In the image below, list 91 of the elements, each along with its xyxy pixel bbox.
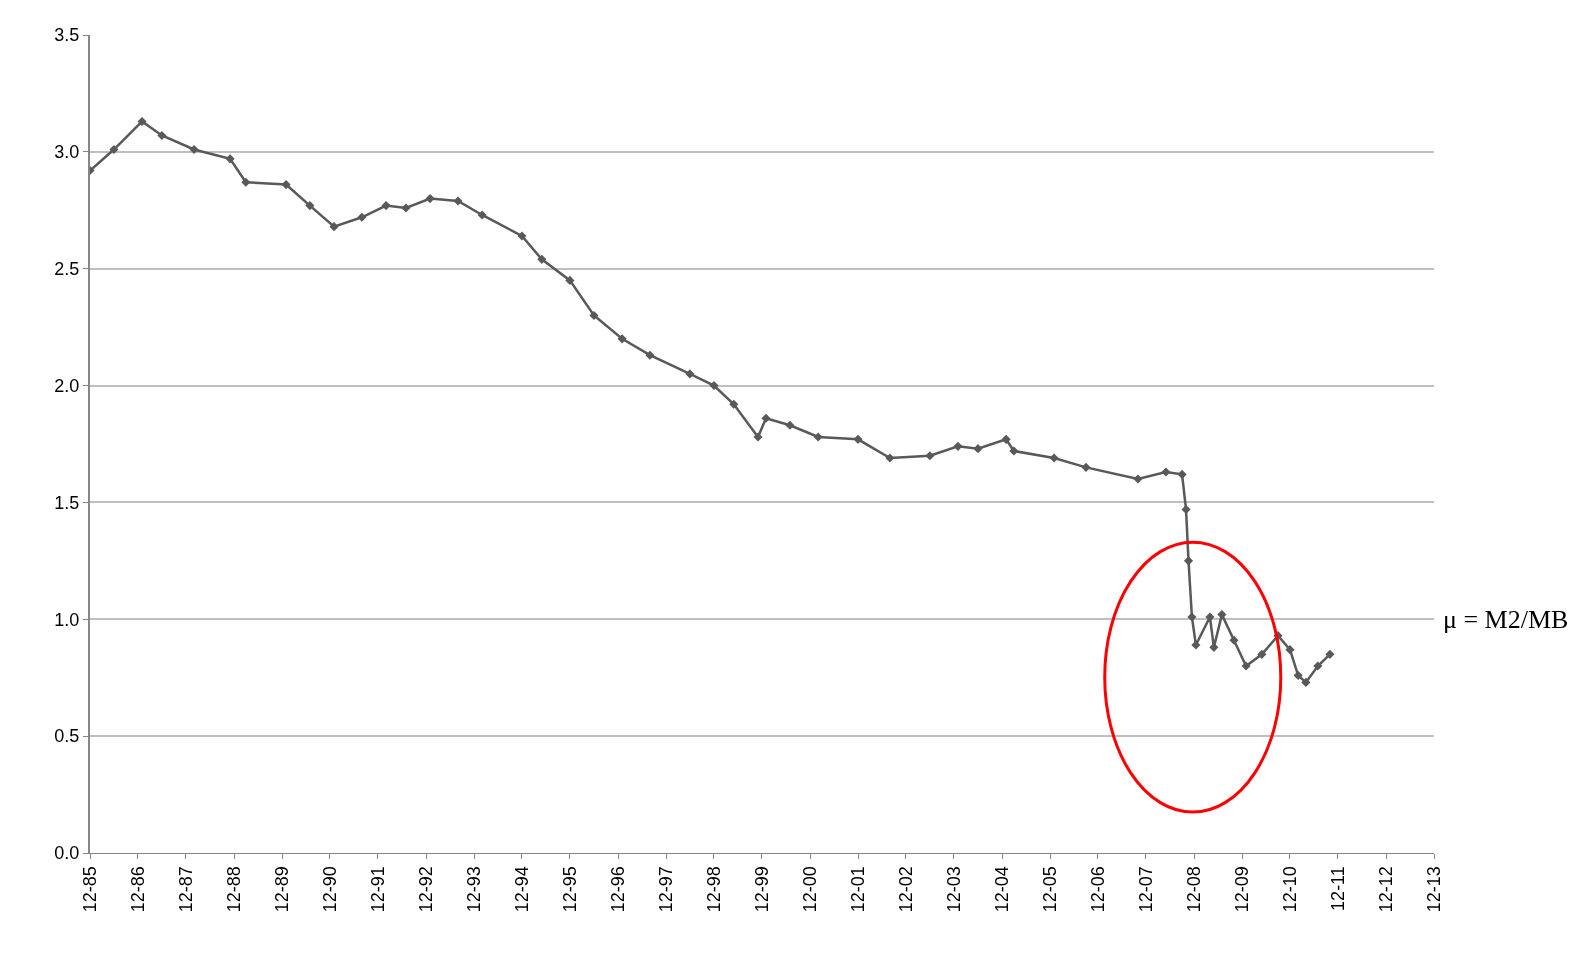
x-tick-label: 12-88 bbox=[223, 866, 244, 913]
point bbox=[305, 201, 315, 211]
y-tick-label: 2.0 bbox=[54, 375, 80, 396]
x-tick-label: 12-96 bbox=[607, 866, 628, 913]
x-tick-label: 12-85 bbox=[79, 866, 100, 913]
point bbox=[1257, 649, 1267, 659]
y-tick-label: 3.5 bbox=[54, 25, 80, 46]
point bbox=[1001, 434, 1011, 444]
x-tick-label: 12-91 bbox=[367, 866, 388, 913]
point bbox=[617, 334, 627, 344]
x-tick-label: 12-09 bbox=[1231, 866, 1252, 913]
x-tick-label: 12-89 bbox=[271, 866, 292, 913]
x-tick-label: 12-95 bbox=[559, 866, 580, 913]
point bbox=[1181, 504, 1191, 514]
x-tick-label: 12-97 bbox=[655, 866, 676, 913]
x-tick-label: 12-94 bbox=[511, 866, 532, 913]
point bbox=[1183, 556, 1194, 566]
point bbox=[1293, 670, 1303, 680]
text: μ = M2/MB bbox=[1443, 605, 1569, 634]
x-tick-label: 12-05 bbox=[1039, 866, 1060, 913]
x-tick-label: 12-08 bbox=[1183, 866, 1204, 913]
x-tick-label: 12-00 bbox=[799, 866, 820, 913]
x-tick-label: 12-13 bbox=[1423, 866, 1444, 913]
x-tick-label: 12-86 bbox=[127, 866, 148, 913]
point bbox=[729, 399, 739, 409]
point bbox=[685, 369, 695, 379]
x-tick-label: 12-98 bbox=[703, 866, 724, 913]
point bbox=[381, 201, 391, 211]
point bbox=[1187, 612, 1197, 622]
point bbox=[517, 231, 527, 241]
point bbox=[645, 350, 655, 360]
point bbox=[953, 441, 963, 451]
point bbox=[1325, 649, 1335, 659]
x-tick-label: 12-10 bbox=[1279, 866, 1300, 913]
x-tick-label: 12-03 bbox=[943, 866, 964, 913]
point bbox=[853, 434, 863, 444]
y-tick-label: 1.0 bbox=[54, 609, 80, 630]
point bbox=[329, 222, 339, 232]
point bbox=[241, 177, 251, 187]
x-tick-label: 12-99 bbox=[751, 866, 772, 913]
point bbox=[589, 310, 599, 321]
point bbox=[565, 275, 575, 285]
point bbox=[225, 154, 235, 164]
point bbox=[1217, 610, 1227, 620]
x-tick-label: 12-02 bbox=[895, 866, 916, 913]
point bbox=[709, 381, 719, 391]
point bbox=[109, 144, 119, 155]
point bbox=[401, 203, 411, 213]
point bbox=[973, 444, 983, 454]
x-tick-label: 12-87 bbox=[175, 866, 196, 913]
point bbox=[1285, 645, 1295, 655]
point bbox=[1133, 474, 1143, 484]
point bbox=[1313, 661, 1323, 671]
x-tick-label: 12-04 bbox=[991, 866, 1012, 913]
y-tick-label: 2.5 bbox=[54, 259, 80, 280]
point bbox=[885, 453, 895, 463]
point bbox=[1241, 661, 1251, 671]
point bbox=[1161, 467, 1171, 477]
point bbox=[137, 116, 147, 127]
x-tick-label: 12-06 bbox=[1087, 866, 1108, 913]
point bbox=[1081, 462, 1091, 472]
point bbox=[1229, 635, 1239, 645]
x-tick-label: 12-93 bbox=[463, 866, 484, 913]
x-tick-label: 12-11 bbox=[1327, 866, 1348, 911]
point bbox=[425, 194, 435, 204]
y-tick-label: 0.5 bbox=[54, 726, 80, 747]
point bbox=[813, 432, 823, 442]
x-tick-label: 12-90 bbox=[319, 866, 340, 913]
y-tick-label: 1.5 bbox=[54, 492, 80, 513]
x-tick-label: 12-07 bbox=[1135, 866, 1156, 913]
point bbox=[477, 210, 487, 220]
point bbox=[1301, 677, 1311, 687]
point bbox=[753, 432, 763, 442]
x-tick-label: 12-92 bbox=[415, 866, 436, 913]
point bbox=[1049, 453, 1059, 463]
point bbox=[761, 413, 771, 423]
y-tick-label: 3.0 bbox=[54, 142, 80, 163]
point bbox=[1009, 446, 1019, 456]
point bbox=[189, 144, 199, 155]
x-tick-label: 12-12 bbox=[1375, 866, 1396, 913]
point bbox=[785, 420, 795, 430]
point bbox=[1177, 469, 1187, 479]
y-tick-label: 0.0 bbox=[54, 843, 80, 864]
point bbox=[357, 212, 367, 222]
point bbox=[1205, 612, 1215, 622]
x-tick-label: 12-01 bbox=[847, 866, 868, 913]
point bbox=[157, 130, 167, 141]
point bbox=[925, 451, 935, 461]
point bbox=[537, 254, 547, 264]
point bbox=[281, 180, 291, 190]
point bbox=[453, 196, 463, 206]
